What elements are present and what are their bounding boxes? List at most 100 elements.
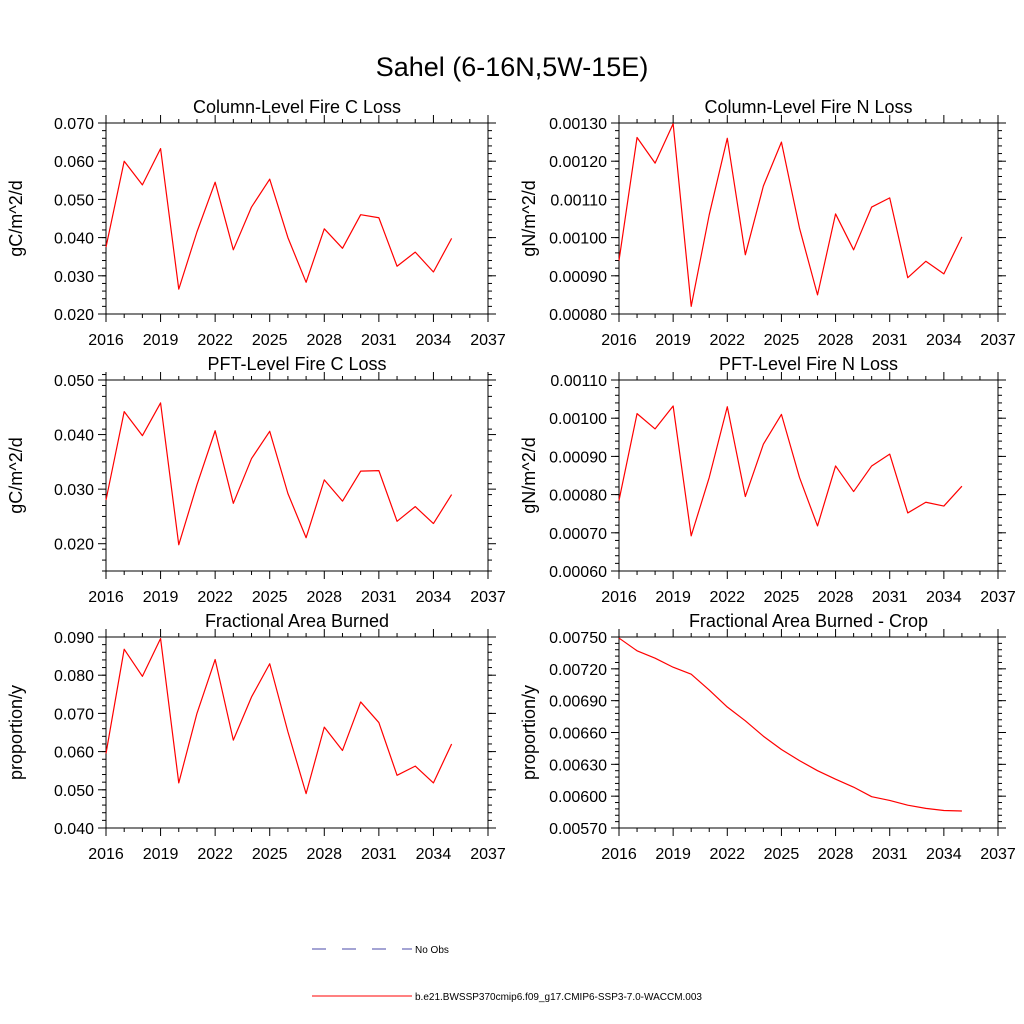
y-tick-label: 0.040 — [54, 428, 94, 445]
x-tick-label: 2019 — [143, 589, 179, 606]
y-tick-label: 0.00080 — [549, 307, 607, 324]
x-tick-label: 2034 — [926, 589, 962, 606]
x-tick-label: 2025 — [252, 846, 288, 863]
chart-title: PFT-Level Fire C Loss — [207, 354, 386, 374]
y-tick-label: 0.030 — [54, 269, 94, 286]
y-axis-label: gN/m^2/d — [519, 180, 539, 256]
y-tick-label: 0.00570 — [549, 821, 607, 838]
y-tick-label: 0.020 — [54, 537, 94, 554]
chart-title: Fractional Area Burned — [205, 611, 389, 631]
legend-label-obs: No Obs — [415, 945, 449, 956]
y-tick-label: 0.00630 — [549, 757, 607, 774]
y-axis-label: gC/m^2/d — [6, 437, 26, 513]
x-tick-label: 2022 — [709, 589, 745, 606]
plot-frame — [105, 379, 489, 572]
y-tick-label: 0.00060 — [549, 564, 607, 581]
plot-frame — [105, 636, 489, 829]
y-axis-label: proportion/y — [519, 685, 539, 780]
y-axis-label: gC/m^2/d — [6, 180, 26, 256]
x-tick-label: 2037 — [470, 332, 506, 349]
y-tick-label: 0.00690 — [549, 694, 607, 711]
series-line — [105, 402, 453, 546]
y-tick-label: 0.00720 — [549, 662, 607, 679]
y-axis-label: proportion/y — [6, 685, 26, 780]
x-tick-label: 2025 — [252, 332, 288, 349]
legend-label-model: b.e21.BWSSP370cmip6.f09_g17.CMIP6-SSP3-7… — [415, 992, 702, 1003]
y-tick-label: 0.00660 — [549, 726, 607, 743]
x-tick-label: 2016 — [88, 846, 124, 863]
y-tick-label: 0.00120 — [549, 154, 607, 171]
y-tick-label: 0.00600 — [549, 789, 607, 806]
x-tick-label: 2028 — [306, 332, 342, 349]
y-axis-label: gN/m^2/d — [519, 437, 539, 513]
y-tick-label: 0.050 — [54, 192, 94, 209]
y-tick-label: 0.00080 — [549, 488, 607, 505]
x-tick-label: 2022 — [197, 589, 233, 606]
y-tick-label: 0.070 — [54, 706, 94, 723]
y-tick-label: 0.030 — [54, 482, 94, 499]
plot-frame — [618, 636, 999, 829]
x-tick-label: 2028 — [818, 846, 854, 863]
y-tick-label: 0.00130 — [549, 116, 607, 133]
x-tick-label: 2031 — [361, 332, 397, 349]
x-tick-label: 2016 — [601, 846, 637, 863]
x-tick-label: 2031 — [872, 846, 908, 863]
chart-panel-3: PFT-Level Fire C Loss gC/m^2/d 2016 2019 202… — [6, 354, 506, 606]
chart-panel-2: Column-Level Fire N Loss gN/m^2/d 2016 2019… — [519, 97, 1016, 349]
y-tick-label: 0.060 — [54, 745, 94, 762]
x-tick-label: 2037 — [470, 846, 506, 863]
x-tick-label: 2025 — [252, 589, 288, 606]
y-tick-label: 0.070 — [54, 116, 94, 133]
y-tick-label: 0.040 — [54, 231, 94, 248]
y-tick-label: 0.00110 — [550, 373, 607, 390]
series-line — [618, 637, 962, 812]
x-tick-label: 2019 — [655, 846, 691, 863]
x-tick-label: 2031 — [872, 332, 908, 349]
x-tick-label: 2034 — [416, 332, 452, 349]
chart-panel-1: Column-Level Fire C Loss gC/m^2/d 2016 2019… — [6, 97, 506, 349]
x-tick-label: 2031 — [361, 589, 397, 606]
x-tick-label: 2034 — [926, 332, 962, 349]
y-tick-label: 0.00750 — [549, 630, 607, 647]
panels: Column-Level Fire C Loss gC/m^2/d 2016 2019… — [6, 97, 1016, 863]
x-tick-label: 2025 — [764, 846, 800, 863]
y-tick-label: 0.020 — [54, 307, 94, 324]
x-tick-label: 2019 — [655, 332, 691, 349]
y-tick-label: 0.00090 — [549, 449, 607, 466]
series-line — [618, 405, 963, 537]
x-tick-label: 2037 — [470, 589, 506, 606]
series-line — [618, 123, 963, 307]
chart-panel-4: PFT-Level Fire N Loss gN/m^2/d 2016 2019 202… — [519, 354, 1016, 606]
x-tick-label: 2034 — [926, 846, 962, 863]
plot-frame — [105, 122, 489, 315]
x-tick-label: 2022 — [709, 332, 745, 349]
x-tick-label: 2031 — [872, 589, 908, 606]
x-tick-label: 2016 — [88, 332, 124, 349]
y-tick-label: 0.00100 — [549, 231, 607, 248]
x-tick-label: 2016 — [601, 332, 637, 349]
x-tick-label: 2019 — [143, 332, 179, 349]
y-tick-label: 0.00110 — [550, 192, 607, 209]
main-title: Sahel (6-16N,5W-15E) — [376, 52, 649, 82]
y-tick-label: 0.00100 — [549, 411, 607, 428]
x-tick-label: 2016 — [88, 589, 124, 606]
y-tick-label: 0.040 — [54, 821, 94, 838]
chart-title: Column-Level Fire N Loss — [704, 97, 912, 117]
chart-title: Fractional Area Burned - Crop — [689, 611, 928, 631]
y-tick-label: 0.050 — [54, 373, 94, 390]
chart-title: Column-Level Fire C Loss — [193, 97, 401, 117]
y-tick-label: 0.080 — [54, 668, 94, 685]
x-tick-label: 2025 — [764, 332, 800, 349]
x-tick-label: 2019 — [143, 846, 179, 863]
x-tick-label: 2016 — [601, 589, 637, 606]
y-tick-label: 0.00090 — [549, 269, 607, 286]
x-tick-label: 2028 — [306, 589, 342, 606]
chart-panel-6: Fractional Area Burned - Crop proportion/… — [519, 611, 1016, 863]
series-line — [105, 637, 453, 795]
chart-panel-5: Fractional Area Burned proportion/y 2016 20… — [6, 611, 506, 863]
x-tick-label: 2034 — [416, 589, 452, 606]
chart-title: PFT-Level Fire N Loss — [719, 354, 898, 374]
series-line — [105, 147, 453, 290]
x-tick-label: 2022 — [197, 332, 233, 349]
